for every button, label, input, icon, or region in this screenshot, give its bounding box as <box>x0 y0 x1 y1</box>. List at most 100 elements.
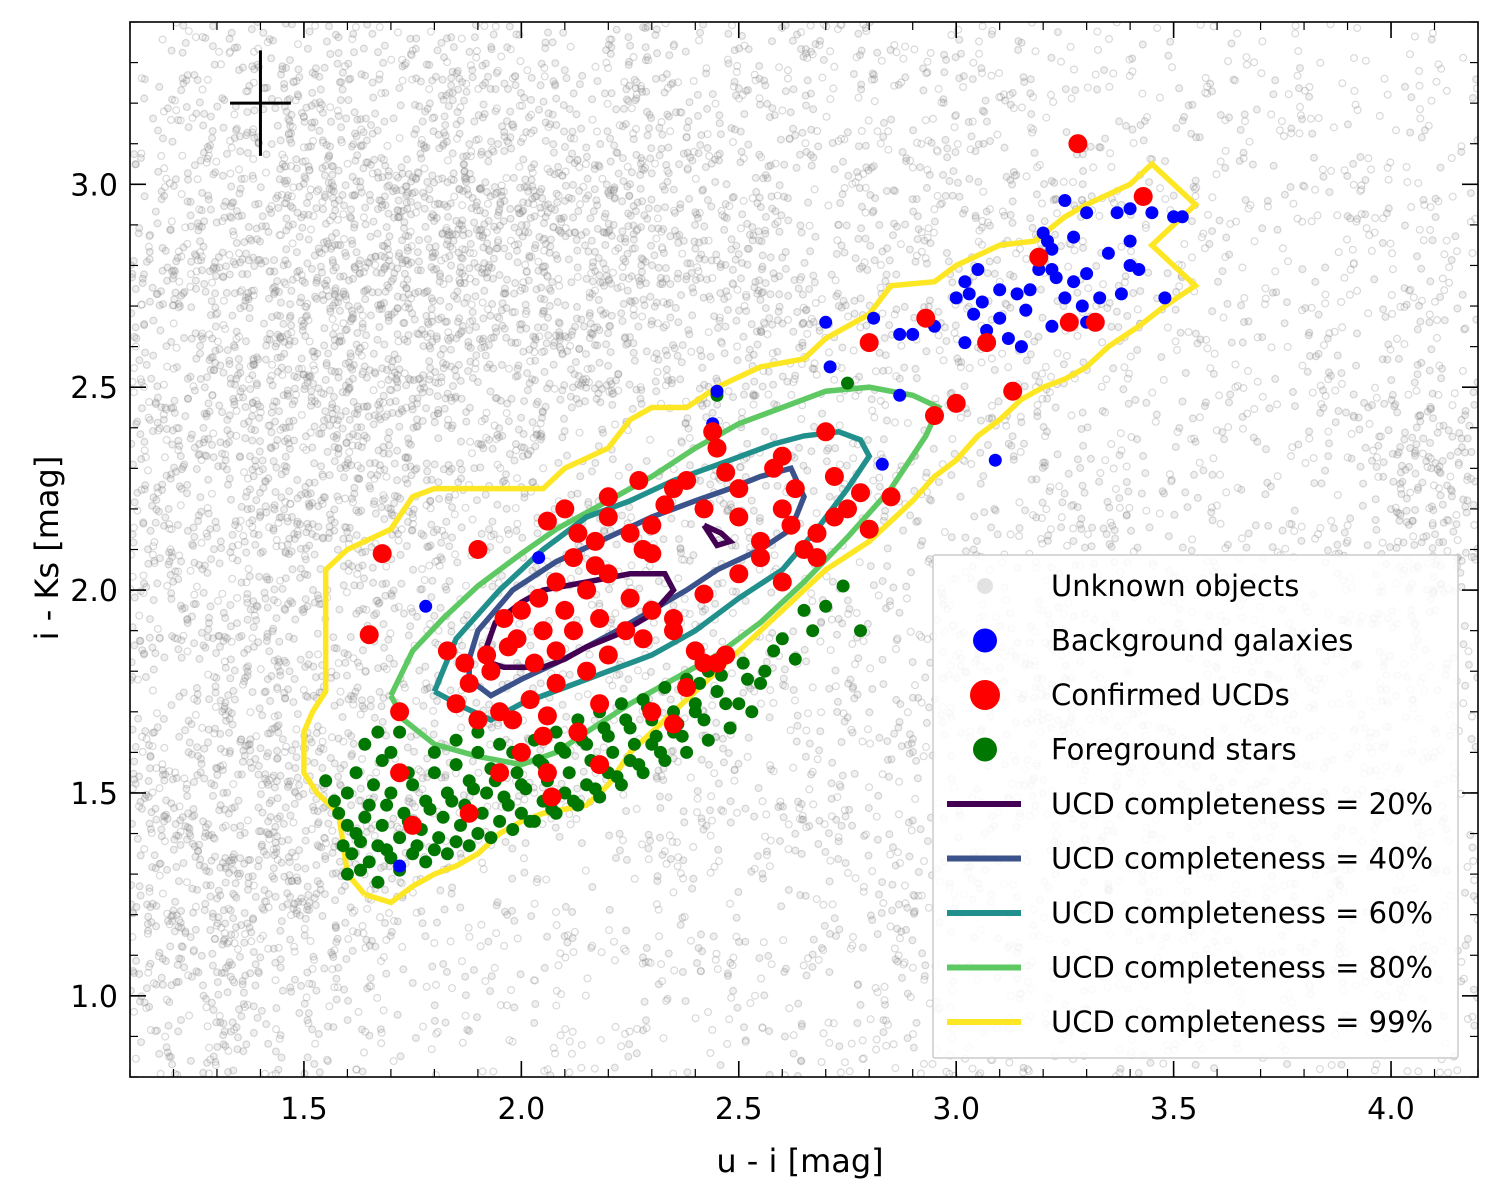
unknown-object-point <box>817 295 826 304</box>
unknown-object-point <box>694 267 703 276</box>
unknown-object-point <box>137 300 146 309</box>
unknown-object-point <box>426 504 435 513</box>
unknown-object-point <box>220 202 229 211</box>
unknown-object-point <box>321 161 330 170</box>
unknown-object-point <box>190 590 199 599</box>
unknown-object-point <box>1406 488 1415 497</box>
unknown-object-point <box>1115 503 1124 512</box>
unknown-object-point <box>824 201 833 210</box>
unknown-object-point <box>674 318 683 327</box>
unknown-object-point <box>770 551 779 560</box>
unknown-object-point <box>211 322 220 331</box>
unknown-object-point <box>611 246 620 255</box>
unknown-object-point <box>628 129 637 138</box>
unknown-object-point <box>1279 132 1288 141</box>
unknown-object-point <box>328 212 337 221</box>
unknown-object-point <box>341 881 350 890</box>
unknown-object-point <box>606 134 615 143</box>
unknown-object-point <box>739 196 748 205</box>
unknown-object-point <box>901 42 910 51</box>
unknown-object-point <box>468 308 477 317</box>
unknown-object-point <box>462 408 471 417</box>
unknown-object-point <box>270 256 279 265</box>
unknown-object-point <box>271 976 280 985</box>
unknown-object-point <box>264 227 273 236</box>
unknown-object-point <box>273 191 282 200</box>
unknown-object-point <box>422 501 431 510</box>
unknown-object-point <box>789 1031 798 1040</box>
unknown-object-point <box>131 779 140 788</box>
unknown-object-point <box>579 182 588 191</box>
unknown-object-point <box>142 734 151 743</box>
unknown-object-point <box>163 276 172 285</box>
unknown-object-point <box>443 156 452 165</box>
unknown-object-point <box>872 812 881 821</box>
unknown-object-point <box>172 343 181 352</box>
unknown-object-point <box>690 221 699 230</box>
unknown-object-point <box>176 452 185 461</box>
unknown-object-point <box>835 460 844 469</box>
unknown-object-point <box>1159 1059 1168 1068</box>
unknown-object-point <box>469 249 478 258</box>
unknown-object-point <box>620 1029 629 1038</box>
unknown-object-point <box>147 374 156 383</box>
unknown-object-point <box>249 174 258 183</box>
unknown-object-point <box>1321 299 1330 308</box>
unknown-object-point <box>913 138 922 147</box>
unknown-object-point <box>146 1025 155 1034</box>
unknown-object-point <box>444 336 453 345</box>
unknown-object-point <box>561 301 570 310</box>
unknown-object-point <box>908 163 917 172</box>
unknown-object-point <box>960 457 969 466</box>
unknown-object-point <box>644 957 653 966</box>
unknown-object-point <box>847 1039 856 1048</box>
unknown-object-point <box>798 811 807 820</box>
unknown-object-point <box>250 286 259 295</box>
unknown-object-point <box>152 764 161 773</box>
unknown-object-point <box>630 874 639 883</box>
unknown-object-point <box>663 84 672 93</box>
unknown-object-point <box>265 776 274 785</box>
unknown-object-point <box>176 501 185 510</box>
unknown-object-point <box>554 961 563 970</box>
unknown-object-point <box>858 1054 867 1063</box>
unknown-object-point <box>340 201 349 210</box>
unknown-object-point <box>1005 1058 1014 1067</box>
unknown-object-point <box>259 931 268 940</box>
unknown-object-point <box>446 345 455 354</box>
unknown-object-point <box>341 658 350 667</box>
unknown-object-point <box>1117 446 1126 455</box>
unknown-object-point <box>278 332 287 341</box>
unknown-object-point <box>269 503 278 512</box>
unknown-object-point <box>653 49 662 58</box>
unknown-object-point <box>1258 392 1267 401</box>
unknown-object-point <box>791 371 800 380</box>
unknown-object-point <box>458 78 467 87</box>
unknown-object-point <box>251 892 260 901</box>
unknown-object-point <box>1105 82 1114 91</box>
unknown-object-point <box>243 108 252 117</box>
unknown-object-point <box>181 38 190 47</box>
unknown-object-point <box>305 166 314 175</box>
unknown-object-point <box>916 1069 925 1077</box>
unknown-object-point <box>887 115 896 124</box>
unknown-object-point <box>717 337 726 346</box>
unknown-object-point <box>368 78 377 87</box>
unknown-object-point <box>489 254 498 263</box>
unknown-object-point <box>532 878 541 887</box>
unknown-object-point <box>522 324 531 333</box>
unknown-object-point <box>578 71 587 80</box>
unknown-object-point <box>422 311 431 320</box>
unknown-object-point <box>857 126 866 135</box>
unknown-object-point <box>852 53 861 62</box>
unknown-object-point <box>706 295 715 304</box>
unknown-object-point <box>513 338 522 347</box>
unknown-object-point <box>700 222 709 231</box>
unknown-object-point <box>131 160 140 169</box>
unknown-object-point <box>311 22 320 30</box>
unknown-object-point <box>978 217 987 226</box>
unknown-object-point <box>156 1069 165 1077</box>
unknown-object-point <box>694 149 703 158</box>
unknown-object-point <box>505 22 514 31</box>
unknown-object-point <box>1122 462 1131 471</box>
